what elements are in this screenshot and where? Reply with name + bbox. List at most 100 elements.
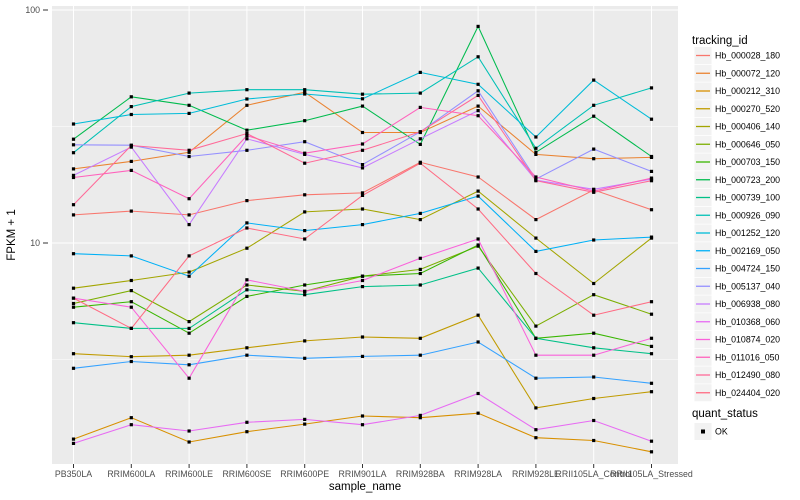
data-point-marker xyxy=(245,128,249,132)
data-point-marker xyxy=(129,289,133,293)
data-point-marker xyxy=(592,187,596,191)
data-point-marker xyxy=(303,229,307,233)
data-point-marker xyxy=(360,97,365,101)
data-point-marker xyxy=(476,114,480,118)
data-point-marker xyxy=(592,331,596,335)
data-point-marker xyxy=(129,416,133,420)
data-point-marker xyxy=(476,93,480,97)
legend-item-label: Hb_001252_120 xyxy=(715,228,780,238)
legend-item-label: Hb_010368_060 xyxy=(715,317,780,327)
data-point-marker xyxy=(187,376,191,380)
legend-item-label: Hb_000072_120 xyxy=(715,68,780,78)
data-point-marker xyxy=(303,210,307,214)
data-point-marker xyxy=(476,82,480,86)
legend-item-Hb_004724_150: Hb_004724_150 xyxy=(694,260,780,277)
data-point-marker xyxy=(592,346,596,350)
legend-item-Hb_011016_050: Hb_011016_050 xyxy=(694,348,780,366)
data-point-marker xyxy=(129,95,133,99)
data-point-marker xyxy=(187,213,191,217)
data-point-marker xyxy=(187,429,191,433)
legend-item-Hb_012490_080: Hb_012490_080 xyxy=(694,366,780,384)
legend-item-Hb_000212_310: Hb_000212_310 xyxy=(694,82,780,100)
data-point-marker xyxy=(245,430,249,434)
data-point-marker xyxy=(360,104,365,108)
data-point-marker xyxy=(187,148,191,152)
data-point-marker xyxy=(476,207,480,211)
data-point-marker xyxy=(71,286,76,290)
x-tick-label: RRII105LA_Control xyxy=(556,469,632,479)
legend-item-label: Hb_000406_140 xyxy=(715,122,780,132)
data-point-marker xyxy=(71,167,76,171)
data-point-marker xyxy=(534,146,538,150)
data-point-marker xyxy=(476,109,480,113)
data-point-marker xyxy=(187,150,191,154)
data-point-marker xyxy=(245,199,249,203)
legend-item-label: Hb_000926_090 xyxy=(715,210,780,220)
legend-item-Hb_000072_120: Hb_000072_120 xyxy=(694,64,780,82)
y-axis-title: FPKM + 1 xyxy=(6,209,18,260)
data-point-marker xyxy=(129,159,133,163)
data-point-marker xyxy=(303,422,307,426)
legend-item-label: Hb_000270_520 xyxy=(715,104,780,114)
data-point-marker xyxy=(245,278,249,282)
data-point-marker xyxy=(476,340,480,344)
legend-item-label: Hb_002169_050 xyxy=(715,246,780,256)
legend-item-Hb_000028_180: Hb_000028_180 xyxy=(694,47,780,64)
legend-item-Hb_001252_120: Hb_001252_120 xyxy=(694,224,780,242)
data-point-marker xyxy=(476,391,480,396)
data-point-marker xyxy=(187,254,191,258)
data-point-marker xyxy=(534,152,538,156)
data-point-marker xyxy=(187,111,191,115)
legend-item-Hb_000703_150: Hb_000703_150 xyxy=(694,153,780,171)
data-point-marker xyxy=(418,413,422,417)
data-point-marker xyxy=(649,450,654,454)
data-point-marker xyxy=(129,359,133,364)
data-point-marker xyxy=(476,55,480,59)
data-point-marker xyxy=(592,313,596,317)
data-point-marker xyxy=(129,112,133,117)
data-point-marker xyxy=(129,143,133,148)
data-point-marker xyxy=(534,376,538,380)
data-point-marker xyxy=(649,381,654,385)
data-point-marker xyxy=(245,97,249,101)
data-point-marker xyxy=(303,356,307,360)
data-point-marker xyxy=(476,411,480,415)
data-point-marker xyxy=(418,137,422,141)
quant-ok-square-marker xyxy=(701,429,705,434)
data-point-marker xyxy=(534,135,538,139)
data-point-marker xyxy=(534,271,538,276)
data-point-marker xyxy=(592,103,596,107)
data-point-marker xyxy=(592,114,596,118)
data-point-marker xyxy=(418,161,422,165)
data-point-marker xyxy=(649,439,654,443)
data-point-marker xyxy=(418,91,422,95)
y-tick-label: 10 xyxy=(30,238,40,248)
data-point-marker xyxy=(534,236,538,240)
data-point-marker xyxy=(303,237,307,241)
data-point-marker xyxy=(592,396,596,401)
data-point-marker xyxy=(476,313,480,317)
legend-item-label: Hb_024404_020 xyxy=(715,388,780,398)
data-point-marker xyxy=(245,148,249,152)
legend-item-Hb_006938_080: Hb_006938_080 xyxy=(694,295,780,313)
data-point-marker xyxy=(360,191,365,195)
data-point-marker xyxy=(534,336,538,340)
legend-item-Hb_005137_040: Hb_005137_040 xyxy=(694,277,780,295)
data-point-marker xyxy=(71,301,76,306)
data-point-marker xyxy=(71,213,76,217)
data-point-marker xyxy=(592,157,596,161)
legend-item-Hb_000926_090: Hb_000926_090 xyxy=(694,206,780,224)
data-point-marker xyxy=(649,176,654,180)
data-point-marker xyxy=(129,105,133,109)
data-point-marker xyxy=(592,147,596,151)
x-tick-label: RRIM600PE xyxy=(280,469,329,479)
data-point-marker xyxy=(245,131,249,136)
data-point-marker xyxy=(129,355,133,359)
x-tick-label: PB350LA xyxy=(55,469,92,479)
data-point-marker xyxy=(534,436,538,440)
legend-item-label: Hb_000028_180 xyxy=(715,51,780,61)
legend-item-Hb_010368_060: Hb_010368_060 xyxy=(694,313,780,331)
data-point-marker xyxy=(71,143,76,147)
data-point-marker xyxy=(303,88,307,92)
data-point-marker xyxy=(71,203,76,207)
